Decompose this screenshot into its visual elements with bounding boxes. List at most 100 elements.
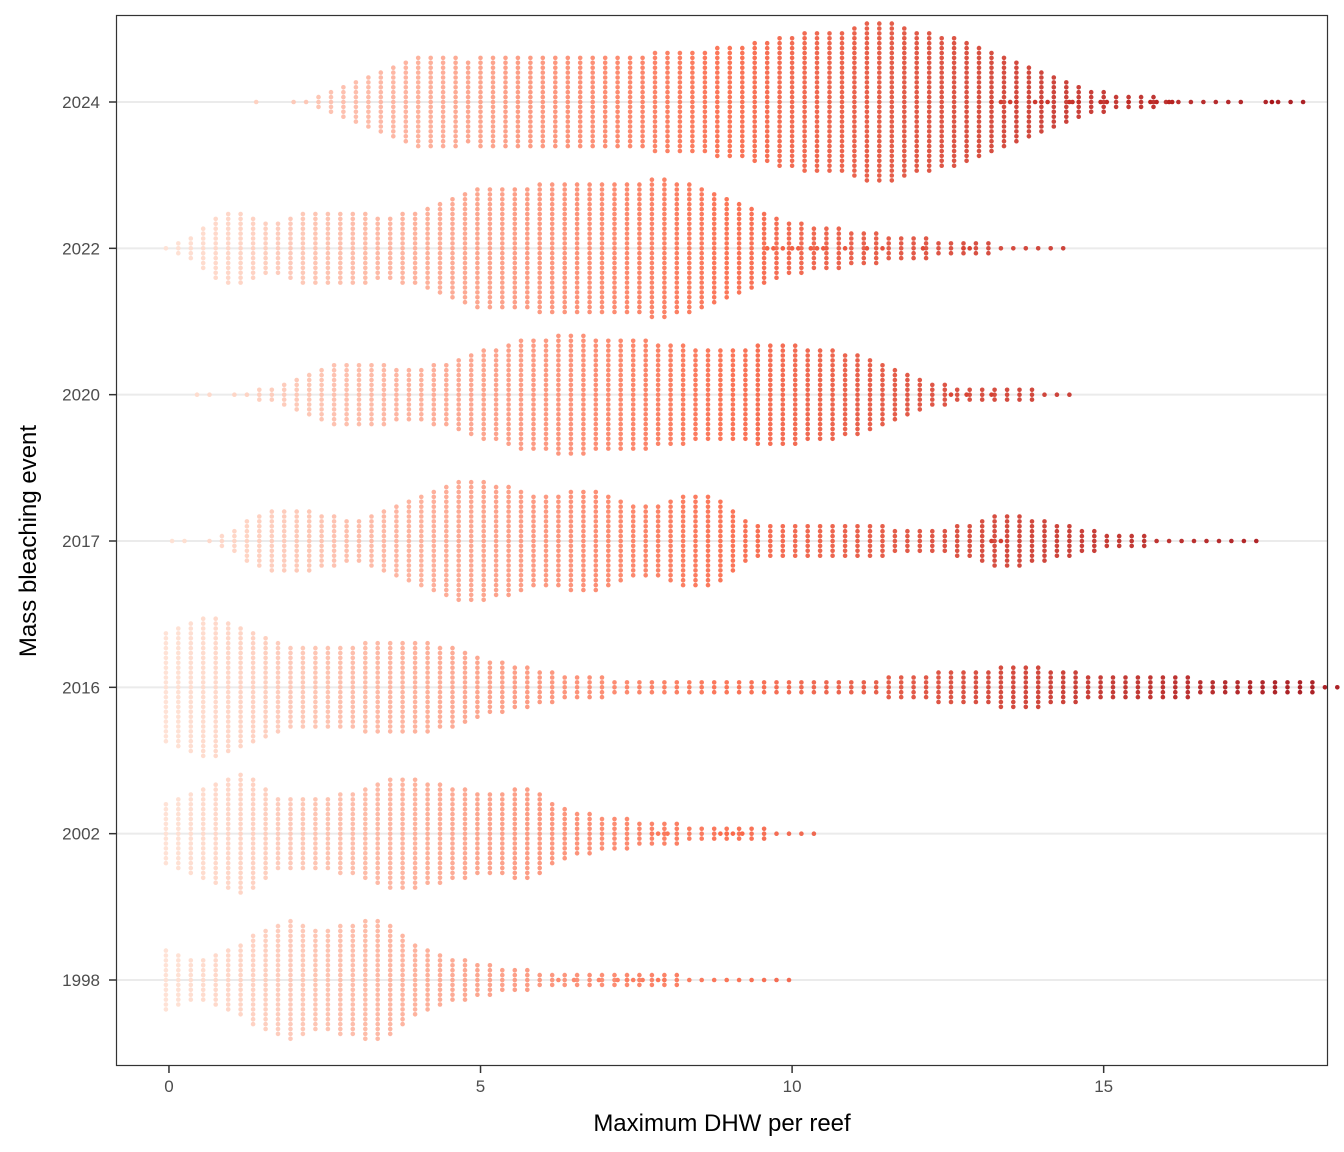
data-point [839, 45, 845, 51]
data-point [319, 372, 324, 378]
data-point [740, 94, 745, 100]
data-point [643, 524, 648, 529]
data-point [437, 709, 443, 715]
data-point [475, 231, 480, 236]
data-point [976, 119, 982, 124]
data-point [593, 431, 599, 437]
data-point [419, 514, 424, 519]
data-point [468, 353, 474, 358]
data-point [699, 295, 704, 300]
data-point [400, 699, 405, 705]
data-point [630, 431, 636, 437]
data-point [428, 75, 434, 80]
data-point [649, 231, 655, 236]
data-point [263, 694, 268, 700]
data-point [1017, 533, 1022, 539]
data-point [213, 685, 218, 690]
data-point [724, 265, 729, 271]
data-point [643, 416, 648, 422]
data-point [549, 206, 555, 212]
data-point [537, 197, 542, 202]
data-point [677, 80, 683, 85]
data-point [269, 568, 275, 573]
data-point [764, 124, 770, 129]
data-point [553, 75, 558, 80]
data-point [814, 60, 820, 66]
data-point [643, 553, 648, 558]
data-point [914, 50, 919, 56]
data-point [444, 548, 449, 554]
data-point [487, 216, 493, 222]
data-point [640, 129, 645, 134]
data-point [503, 143, 508, 149]
data-point [687, 304, 692, 310]
data-point [889, 173, 895, 178]
data-point [506, 392, 511, 398]
data-point [852, 134, 857, 139]
data-point [403, 119, 409, 124]
data-point [238, 680, 243, 685]
data-point [730, 358, 736, 363]
data-point [1064, 85, 1069, 90]
data-point [590, 138, 595, 144]
data-point [456, 358, 462, 363]
data-point [705, 499, 711, 505]
data-point [680, 392, 686, 398]
data-point [275, 226, 281, 231]
data-point [387, 704, 393, 710]
data-point [593, 402, 599, 407]
data-point [817, 407, 823, 412]
data-point [711, 236, 717, 241]
data-point [400, 704, 405, 710]
data-point [711, 255, 717, 261]
data-point [313, 650, 318, 656]
data-point [914, 129, 919, 134]
data-point [743, 528, 748, 534]
data-point [528, 89, 533, 95]
data-point [789, 129, 795, 134]
data-point [238, 685, 243, 690]
data-point [238, 694, 243, 700]
data-point [836, 265, 842, 271]
data-point [836, 236, 842, 241]
data-point [799, 236, 804, 241]
data-point [1191, 538, 1197, 544]
data-point [475, 275, 480, 281]
data-point [313, 694, 318, 700]
data-point [440, 70, 446, 75]
data-point [830, 524, 835, 529]
data-point [540, 104, 546, 110]
data-point [1088, 94, 1094, 100]
data-point [786, 250, 792, 256]
data-point [1176, 99, 1181, 105]
data-point [951, 134, 957, 139]
data-point [615, 70, 620, 75]
data-point [250, 680, 256, 685]
data-point [886, 236, 891, 241]
data-point [680, 441, 686, 447]
data-point [624, 226, 630, 231]
data-point [225, 275, 231, 281]
data-point [562, 280, 567, 285]
data-point [618, 538, 623, 544]
data-point [842, 548, 848, 554]
data-point [581, 582, 586, 588]
data-point [637, 216, 642, 222]
data-point [415, 104, 421, 110]
data-point [954, 392, 960, 398]
data-point [817, 524, 823, 529]
data-point [400, 260, 405, 266]
data-point [500, 290, 505, 295]
data-point [431, 548, 437, 554]
data-point [213, 631, 218, 636]
data-point [587, 285, 592, 290]
data-point [581, 577, 586, 583]
data-point [344, 372, 349, 378]
data-point [366, 80, 371, 85]
data-point [662, 270, 667, 276]
data-point [400, 270, 405, 276]
data-point [387, 724, 393, 729]
data-point [375, 250, 381, 256]
data-point [263, 246, 268, 251]
data-point [606, 519, 611, 524]
